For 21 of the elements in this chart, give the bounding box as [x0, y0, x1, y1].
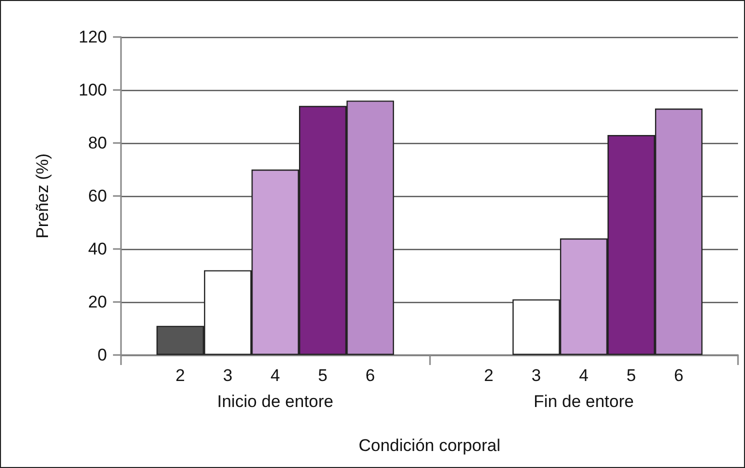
- series-label: 2: [176, 366, 185, 385]
- text: 2: [484, 366, 494, 385]
- text: 6: [674, 366, 684, 385]
- y-tick-label: 20: [88, 292, 107, 312]
- y-axis-title: Preñez (%): [33, 153, 52, 239]
- x-tick-label: Inicio de entore: [217, 392, 334, 411]
- y-tick-label: 40: [88, 240, 107, 258]
- series-label: 4: [270, 366, 280, 385]
- y-tick-label: 0: [98, 346, 107, 364]
- y-tick-label: 60: [88, 186, 107, 206]
- y-tick-label: 100: [78, 80, 107, 100]
- series-label: 6: [366, 366, 375, 385]
- text: 4: [579, 366, 588, 385]
- text: 3: [532, 366, 541, 385]
- series-label: 5: [318, 366, 328, 385]
- x-axis-title: Condición corporal: [358, 436, 500, 455]
- series-label: 3: [223, 366, 232, 385]
- text: 5: [626, 366, 636, 385]
- y-tick-label: 80: [88, 134, 107, 152]
- y-tick-label: 120: [78, 28, 107, 46]
- x-tick-label: Fin de entore: [534, 392, 634, 411]
